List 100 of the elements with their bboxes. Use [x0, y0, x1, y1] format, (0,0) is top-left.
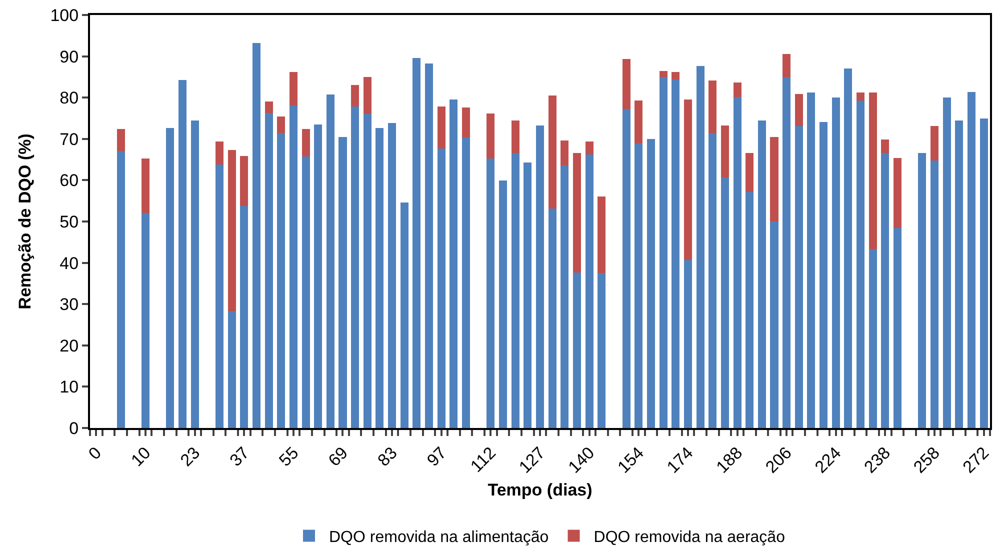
bar [881, 152, 890, 428]
bar [166, 128, 174, 428]
bar [733, 82, 742, 97]
y-tick-label: 30 [60, 295, 79, 314]
bar [794, 126, 803, 428]
bar [868, 249, 877, 428]
y-tick-label: 20 [60, 336, 79, 356]
x-tick-label: 37 [226, 443, 253, 470]
bar [240, 206, 248, 428]
bar [832, 98, 840, 428]
bar [930, 126, 939, 160]
bar [708, 133, 717, 428]
bar [684, 260, 692, 428]
bar [486, 158, 495, 428]
bar [376, 128, 384, 428]
bar [178, 80, 186, 428]
bar [968, 92, 976, 428]
bar [388, 123, 396, 428]
bar [499, 180, 508, 428]
y-tick-label: 80 [60, 88, 79, 108]
y-tick-label: 40 [60, 254, 79, 273]
bar [462, 138, 470, 428]
x-tick-label: 174 [663, 443, 697, 477]
bar [289, 72, 298, 106]
x-tick-label: 140 [564, 443, 598, 477]
bar [240, 156, 248, 206]
bar [302, 156, 310, 428]
bar [264, 112, 273, 428]
bar [351, 106, 360, 428]
bar [720, 125, 729, 178]
bar [598, 273, 606, 428]
bar [116, 128, 125, 151]
bar [622, 59, 630, 110]
x-tick-label: 258 [910, 443, 944, 477]
bar [659, 76, 668, 428]
x-tick-label: 188 [712, 443, 746, 477]
bar [856, 100, 865, 428]
bar [844, 68, 852, 428]
bar [252, 43, 260, 428]
bar [646, 138, 655, 428]
bar [955, 120, 964, 428]
bar [918, 152, 926, 428]
y-tick-label: 100 [50, 6, 79, 25]
bar [560, 140, 569, 166]
x-tick-label: 10 [128, 443, 154, 470]
bar [486, 114, 495, 158]
bar [277, 116, 286, 134]
x-tick-label: 272 [959, 443, 993, 477]
bar [572, 152, 581, 272]
bar [894, 158, 902, 228]
bar [425, 63, 434, 428]
bar [634, 143, 643, 428]
x-tick-label: 23 [176, 443, 204, 470]
bar [930, 160, 939, 428]
bar [511, 152, 520, 428]
legend-label: DQO removida na alimentação [329, 529, 549, 546]
x-tick-label: 97 [423, 443, 450, 470]
bar [511, 120, 520, 153]
bar [215, 141, 224, 165]
bar [400, 202, 408, 428]
bar [314, 124, 322, 428]
bar [363, 76, 372, 114]
y-tick-label: 70 [60, 130, 79, 149]
bar [585, 141, 594, 155]
bar [794, 94, 803, 126]
bar [782, 54, 791, 77]
bar [708, 80, 717, 134]
bar [560, 165, 569, 428]
y-tick-label: 10 [60, 378, 79, 397]
bar [190, 120, 199, 428]
bar [659, 71, 668, 77]
x-tick-label: 69 [324, 443, 352, 470]
bar [942, 98, 951, 428]
bar [622, 109, 630, 428]
bar [437, 106, 446, 148]
bar [807, 92, 816, 428]
bar [770, 222, 778, 428]
bar [302, 128, 310, 156]
bar [820, 122, 828, 428]
bar [548, 208, 556, 428]
bar [572, 272, 581, 428]
bar [894, 228, 902, 428]
bar [672, 72, 680, 80]
bar [437, 148, 446, 428]
bar [881, 139, 890, 153]
x-tick-label: 112 [466, 443, 500, 476]
y-tick-label: 60 [60, 171, 79, 190]
bar [141, 212, 150, 428]
bar [228, 150, 236, 312]
bar [264, 102, 273, 113]
bar [524, 162, 532, 428]
bar [696, 66, 704, 428]
bar [684, 100, 692, 260]
bar [228, 311, 236, 428]
bar [733, 96, 742, 428]
bar [770, 136, 778, 222]
bar [450, 100, 458, 428]
x-tick-label: 127 [515, 443, 549, 477]
bar [215, 164, 224, 428]
bar [856, 92, 865, 100]
